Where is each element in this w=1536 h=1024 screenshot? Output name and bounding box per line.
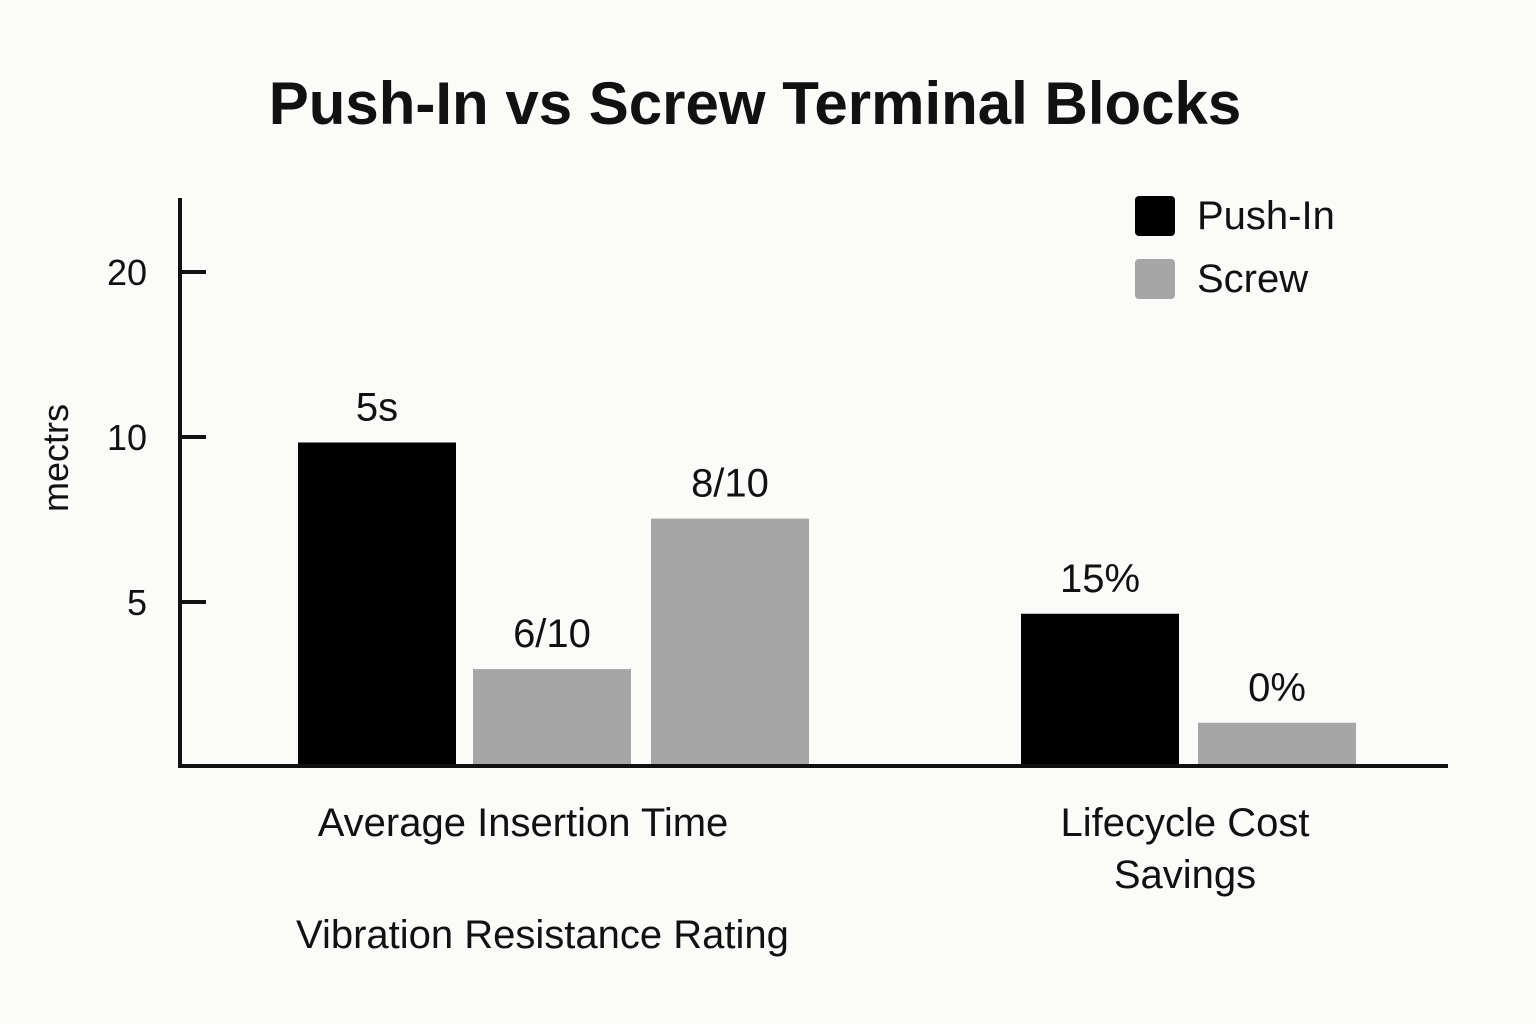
bar-value-label: 6/10 — [513, 612, 591, 656]
bar-value-label: 8/10 — [691, 462, 769, 506]
bar-screw — [473, 669, 631, 766]
bar-group — [298, 442, 1356, 766]
legend: Push-In Screw — [1135, 194, 1335, 301]
chart-title: Push-In vs Screw Terminal Blocks — [269, 70, 1242, 137]
legend-swatch-push-in — [1135, 196, 1175, 236]
category-labels: Average Insertion Time Lifecycle Cost Savi… — [296, 801, 1309, 957]
category-label-line: Savings — [1114, 853, 1256, 897]
bar-screw — [651, 518, 809, 766]
y-tick-label: 20 — [107, 252, 147, 293]
bar-value-label: 15% — [1060, 557, 1140, 601]
y-tick-label: 5 — [127, 582, 147, 623]
y-tick-label: 10 — [107, 417, 147, 458]
bar-value-label: 5s — [356, 385, 398, 429]
legend-swatch-screw — [1135, 259, 1175, 299]
category-label-line: Vibration Resistance Rating — [296, 913, 789, 957]
category-label: Lifecycle Cost Savings — [1061, 801, 1310, 897]
bar-screw — [1198, 722, 1356, 766]
bar-push-in — [298, 442, 456, 766]
y-axis-ticks: 20 10 5 — [107, 252, 206, 623]
category-label-line: Lifecycle Cost — [1061, 801, 1310, 845]
bar-push-in — [1021, 613, 1179, 766]
category-label: Average Insertion Time — [318, 801, 729, 845]
legend-label: Push-In — [1197, 194, 1335, 238]
y-axis-label: mectrs — [35, 404, 76, 512]
category-label-line: Average Insertion Time — [318, 801, 729, 845]
bar-value-label: 0% — [1248, 666, 1306, 710]
data-labels: 5s 6/10 8/10 15% 0% — [356, 385, 1306, 709]
category-label: Vibration Resistance Rating — [296, 913, 789, 957]
legend-label: Screw — [1197, 257, 1308, 301]
